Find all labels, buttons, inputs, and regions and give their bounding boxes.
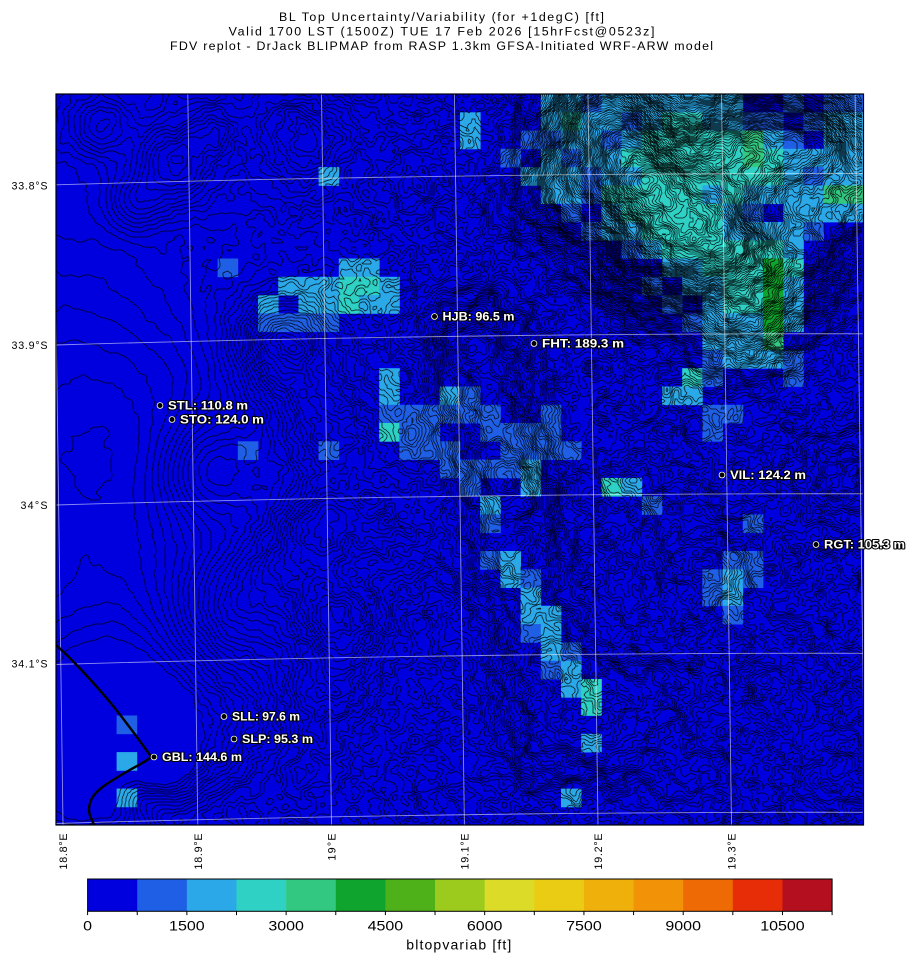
svg-text:34°S: 34°S	[21, 500, 48, 512]
svg-text:19.3°E: 19.3°E	[727, 834, 739, 870]
svg-text:4500: 4500	[368, 917, 404, 933]
svg-text:bltopvariab [ft]: bltopvariab [ft]	[406, 936, 511, 952]
svg-text:9000: 9000	[665, 917, 701, 933]
svg-text:7500: 7500	[566, 917, 602, 933]
svg-text:3000: 3000	[268, 917, 304, 933]
svg-text:RGT: 105.3 m: RGT: 105.3 m	[824, 540, 905, 552]
svg-text:33.8°S: 33.8°S	[12, 180, 48, 192]
svg-text:BL Top Uncertainty/Variability: BL Top Uncertainty/Variability (for +1de…	[279, 10, 604, 24]
svg-text:19°E: 19°E	[327, 834, 339, 861]
svg-text:33.9°S: 33.9°S	[12, 340, 48, 352]
svg-text:FDV replot - DrJack BLIPMAP fr: FDV replot - DrJack BLIPMAP from RASP 1.…	[170, 39, 713, 53]
svg-text:10500: 10500	[760, 917, 805, 933]
svg-text:STL: 110.8 m: STL: 110.8 m	[168, 401, 248, 413]
svg-text:SLL: 97.6 m: SLL: 97.6 m	[232, 712, 300, 724]
svg-text:STO: 124.0 m: STO: 124.0 m	[180, 415, 264, 427]
svg-text:GBL: 144.6 m: GBL: 144.6 m	[162, 752, 242, 764]
svg-text:18.8°E: 18.8°E	[58, 834, 70, 870]
svg-text:Valid 1700 LST (1500Z) TUE 17: Valid 1700 LST (1500Z) TUE 17 Feb 2026 […	[229, 24, 655, 38]
svg-text:0: 0	[83, 917, 92, 933]
svg-text:19.2°E: 19.2°E	[593, 834, 605, 870]
svg-text:19.1°E: 19.1°E	[460, 834, 472, 870]
svg-text:1500: 1500	[169, 917, 205, 933]
svg-text:18.9°E: 18.9°E	[193, 834, 205, 870]
svg-text:34.1°S: 34.1°S	[12, 659, 48, 671]
svg-text:6000: 6000	[467, 917, 503, 933]
svg-text:HJB: 96.5 m: HJB: 96.5 m	[443, 312, 515, 324]
svg-text:FHT: 189.3 m: FHT: 189.3 m	[542, 339, 624, 351]
svg-text:SLP: 95.3 m: SLP: 95.3 m	[242, 734, 313, 746]
svg-text:VIL: 124.2 m: VIL: 124.2 m	[730, 470, 806, 482]
